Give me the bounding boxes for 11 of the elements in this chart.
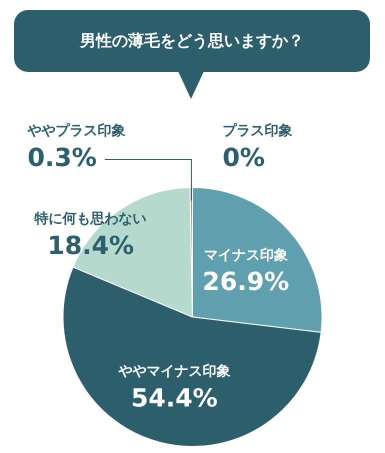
data-label: 0.3% bbox=[28, 143, 97, 172]
slice-label: マイナス印象 bbox=[204, 247, 288, 264]
text: 0% bbox=[222, 143, 265, 172]
slice-label: 特に何も思わない bbox=[34, 211, 147, 228]
data-label: 54.4% bbox=[130, 383, 218, 412]
slice-label: ややプラス印象 bbox=[26, 122, 126, 140]
category-label: プラス印象 bbox=[222, 123, 292, 140]
data-label: 18.4% bbox=[47, 230, 134, 260]
data-label: 26.9% bbox=[202, 267, 290, 296]
slice-label: ややマイナス印象 bbox=[117, 364, 230, 380]
chart-title: 男性の薄毛をどう思いますか？ bbox=[14, 10, 370, 72]
